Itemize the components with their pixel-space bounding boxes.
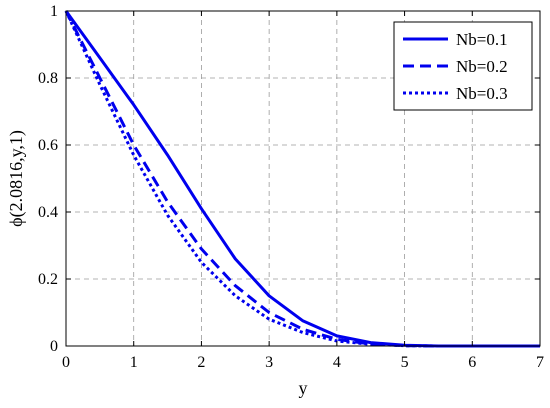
x-tick-label: 5 — [401, 354, 409, 371]
y-tick-labels: 0 0.2 0.4 0.6 0.8 1 — [38, 3, 58, 355]
y-axis-label: ϕ(2.0816,y,1) — [6, 130, 27, 227]
y-tick-label: 0.4 — [38, 204, 58, 221]
x-tick-label: 6 — [468, 354, 476, 371]
x-tick-label: 0 — [62, 354, 70, 371]
legend: Nb=0.1 Nb=0.2 Nb=0.3 — [393, 21, 533, 111]
grid — [66, 11, 540, 346]
y-tick-label: 0.2 — [38, 271, 58, 288]
x-tick-label: 4 — [333, 354, 341, 371]
legend-box — [393, 21, 533, 111]
legend-label-3: Nb=0.3 — [456, 84, 508, 103]
x-axis-label: y — [299, 378, 308, 398]
x-tick-labels: 0 1 2 3 4 5 6 7 — [62, 354, 544, 371]
plot-frame — [65, 10, 541, 347]
x-tick-label: 3 — [265, 354, 273, 371]
x-tick-label: 7 — [536, 354, 544, 371]
y-tick-label: 0.6 — [38, 137, 58, 154]
y-tick-label: 0.8 — [38, 70, 58, 87]
legend-label-1: Nb=0.1 — [456, 30, 508, 49]
axis-ticks — [65, 10, 541, 347]
y-tick-label: 1 — [50, 3, 58, 20]
x-tick-label: 2 — [197, 354, 205, 371]
y-tick-label: 0 — [50, 338, 58, 355]
x-tick-label: 1 — [130, 354, 138, 371]
legend-label-2: Nb=0.2 — [456, 57, 508, 76]
